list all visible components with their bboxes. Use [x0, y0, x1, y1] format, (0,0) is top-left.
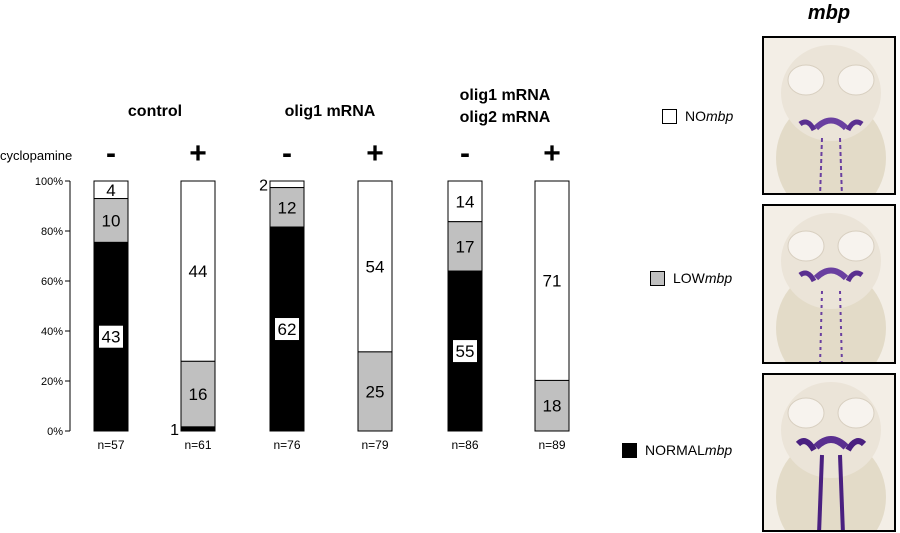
- stacked-bar: [447, 180, 483, 432]
- legend-normal-mbp: NORMAL mbp: [622, 442, 732, 458]
- legend-no-mbp: NO mbp: [662, 108, 733, 124]
- bar-segment-no: [180, 180, 216, 362]
- value-label-normal-box: [453, 340, 477, 363]
- bars-layer: [93, 180, 570, 432]
- bar-segment-low: [534, 379, 570, 432]
- value-label-normal-box: [275, 318, 299, 341]
- legend-swatch-low: [650, 270, 665, 286]
- legend-swatch-normal: [622, 442, 637, 458]
- group-label: olig2 mRNA: [460, 109, 551, 126]
- group-label: olig1 mRNA: [460, 87, 551, 104]
- bar-segment-normal: [180, 426, 216, 432]
- legend-label-low-gene: mbp: [704, 270, 733, 286]
- embryo-image-no-mbp: [762, 36, 896, 195]
- embryo-no-mbp-drawing: [764, 38, 894, 193]
- n-label: n=57: [97, 438, 124, 452]
- legend-label-normal-gene: mbp: [704, 442, 733, 458]
- bar-segment-no: [357, 180, 393, 353]
- legend-label-no: NO: [685, 108, 706, 124]
- cyclopamine-sign: +: [543, 137, 561, 170]
- value-label-normal: 62: [278, 320, 297, 339]
- cyclopamine-sign: -: [460, 137, 470, 170]
- stacked-bar: [534, 180, 570, 432]
- value-label-low: 25: [366, 382, 385, 401]
- value-label-low: 18: [543, 397, 562, 416]
- legend-label-normal: NORMAL: [645, 442, 705, 458]
- cyclopamine-sign: +: [189, 137, 207, 170]
- value-label-no: 54: [366, 257, 385, 276]
- value-label-low: 12: [278, 198, 297, 217]
- image-column-title: mbp: [807, 2, 851, 24]
- group-label: control: [128, 103, 182, 120]
- n-label: n=89: [538, 438, 565, 452]
- y-tick-label: 20%: [41, 376, 63, 388]
- y-tick-label: 0%: [47, 426, 63, 438]
- cyclopamine-row-label: cyclopamine: [0, 148, 72, 163]
- value-label-no: 2: [259, 177, 268, 194]
- labels-layer: cyclopamine control olig1 mRNA olig1 mRNA ol…: [0, 87, 566, 452]
- n-label: n=76: [273, 438, 300, 452]
- legend-label-no-gene: mbp: [706, 108, 734, 124]
- bar-segment-low: [357, 351, 393, 432]
- cyclopamine-sign: -: [282, 137, 292, 170]
- value-label-low: 10: [102, 211, 121, 230]
- legend-low-mbp: LOW mbp: [650, 270, 732, 286]
- value-label-normal: 1: [170, 422, 179, 439]
- y-axis: 0% 20% 40% 60% 80% 100%: [35, 176, 71, 438]
- value-label-no: 71: [543, 272, 562, 291]
- value-label-normal-box: [99, 325, 123, 348]
- group-label: olig1 mRNA: [285, 103, 376, 120]
- bar-segment-no: [534, 180, 570, 381]
- bar-segment-no: [447, 180, 483, 223]
- n-label: n=79: [361, 438, 388, 452]
- bar-segment-low: [180, 360, 216, 428]
- value-label-low: 17: [456, 237, 475, 256]
- n-label: n=61: [184, 438, 211, 452]
- cyclopamine-sign: -: [106, 137, 116, 170]
- cyclopamine-sign: +: [366, 137, 384, 170]
- y-tick-label: 40%: [41, 326, 63, 338]
- value-label-normal: 43: [102, 328, 121, 347]
- embryo-low-mbp-drawing: [764, 206, 894, 362]
- n-label: n=86: [451, 438, 478, 452]
- embryo-normal-mbp-drawing: [764, 375, 894, 530]
- bar-segment-low: [447, 221, 483, 272]
- value-label-no: 4: [106, 181, 115, 200]
- value-label-normal: 55: [456, 342, 475, 361]
- legend-label-low: LOW: [673, 270, 705, 286]
- value-label-no: 44: [189, 262, 208, 281]
- stacked-bar: [357, 180, 393, 432]
- bar-segment-no: [269, 180, 305, 189]
- y-tick-label: 80%: [41, 226, 63, 238]
- stacked-bar: [269, 180, 305, 432]
- embryo-image-normal-mbp: [762, 373, 896, 532]
- value-label-low: 16: [189, 385, 208, 404]
- stacked-bar: [180, 180, 216, 432]
- embryo-image-low-mbp: [762, 204, 896, 364]
- y-tick-label: 60%: [41, 276, 63, 288]
- y-tick-label: 100%: [35, 176, 63, 188]
- value-label-no: 14: [456, 192, 475, 211]
- legend-swatch-no: [662, 108, 677, 124]
